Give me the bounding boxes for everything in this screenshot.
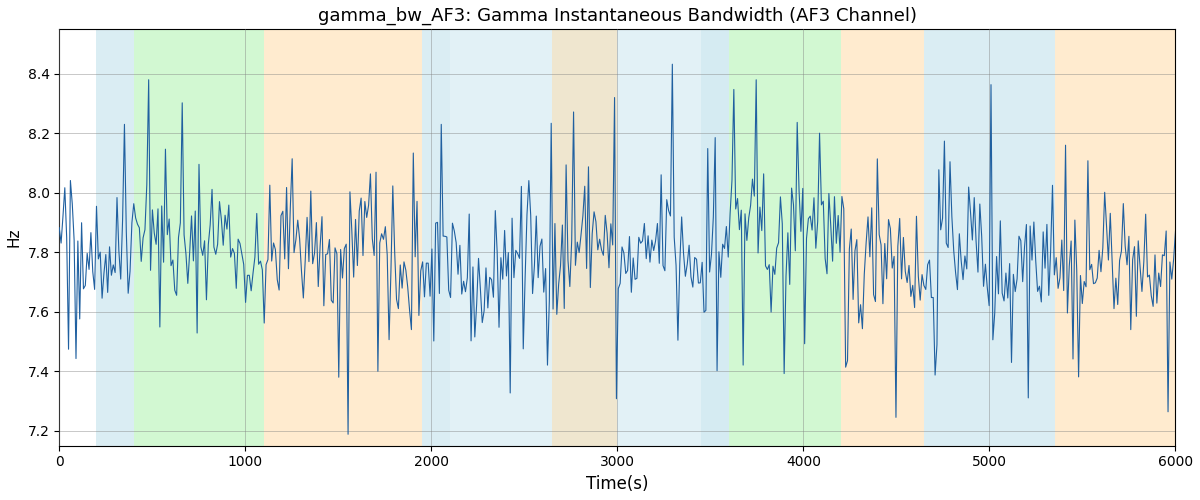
Title: gamma_bw_AF3: Gamma Instantaneous Bandwidth (AF3 Channel): gamma_bw_AF3: Gamma Instantaneous Bandwi…: [318, 7, 917, 25]
Y-axis label: Hz: Hz: [7, 228, 22, 248]
Bar: [264, 30, 422, 446]
Bar: [552, 30, 617, 446]
X-axis label: Time(s): Time(s): [586, 475, 649, 493]
Bar: [422, 30, 450, 446]
Bar: [701, 30, 728, 446]
Bar: [450, 30, 701, 446]
Bar: [133, 30, 264, 446]
Bar: [924, 30, 1055, 446]
Bar: [841, 30, 924, 446]
Bar: [96, 30, 133, 446]
Bar: [1055, 30, 1176, 446]
Bar: [728, 30, 841, 446]
